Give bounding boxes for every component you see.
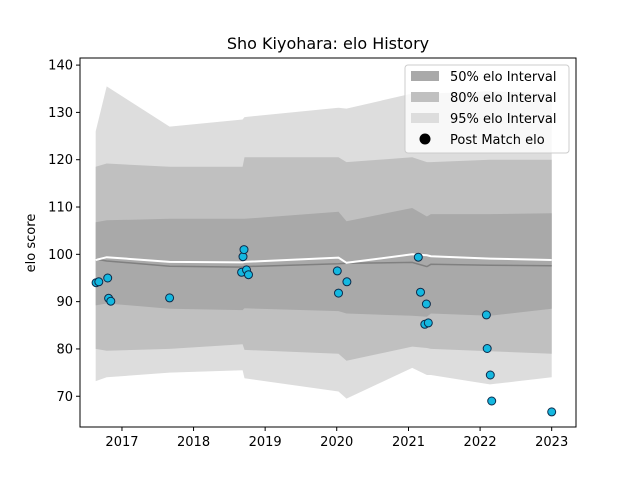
post-match-point-18 — [421, 299, 431, 309]
y-tick-label-100: 100 — [48, 248, 73, 263]
axes-frame — [79, 57, 577, 428]
post-match-point-9 — [239, 245, 249, 255]
post-match-point-2 — [94, 277, 104, 287]
y-tick-label-80: 80 — [56, 342, 73, 357]
y-tick-label-140: 140 — [48, 59, 73, 74]
x-tick-label-2023: 2023 — [535, 435, 568, 450]
x-tick-label-2019: 2019 — [249, 435, 282, 450]
post-match-point-23 — [487, 396, 497, 406]
post-match-point-24 — [547, 407, 557, 417]
post-match-point-21 — [482, 344, 492, 353]
post-match-point-12 — [332, 266, 342, 276]
y-tick-label-90: 90 — [56, 295, 73, 310]
post-match-point-22 — [485, 370, 495, 380]
y-tick-label-70: 70 — [56, 390, 73, 405]
post-match-point-16 — [416, 287, 425, 297]
post-match-point-14 — [342, 277, 352, 287]
x-tick-label-2020: 2020 — [320, 435, 353, 450]
legend-swatch-band95 — [411, 113, 439, 123]
x-tick-label-2018: 2018 — [177, 435, 210, 450]
legend-label-2: 80% elo Interval — [450, 91, 557, 106]
band-50-interval — [95, 208, 552, 317]
axes: 2017 2018 2019 2020 2021 2022 2023 70 80 90 100 110… — [48, 57, 577, 450]
mean-elo-line — [95, 258, 552, 268]
post-match-point-11 — [244, 270, 253, 280]
legend-box — [404, 64, 570, 154]
post-match-point-13 — [334, 288, 343, 298]
post-match-point-20 — [481, 310, 491, 320]
legend-swatch-marker — [419, 133, 431, 145]
legend-swatch-band80 — [411, 92, 439, 102]
post-match-point-15 — [413, 252, 423, 262]
post-match-point-3 — [103, 273, 113, 283]
x-tick-label-2022: 2022 — [464, 435, 497, 450]
legend-label-1: 50% elo Interval — [450, 70, 557, 85]
legend-swatch-band50 — [411, 71, 439, 81]
legend: 50% elo Interval 80% elo Interval 95% elo … — [404, 64, 570, 154]
median-elo-line — [95, 253, 552, 264]
y-tick-label-130: 130 — [48, 106, 73, 121]
chart-title: Sho Kiyohara: elo History — [227, 34, 429, 53]
post-match-point-19 — [423, 318, 433, 328]
plot-area — [91, 86, 557, 417]
legend-label-3: 95% elo Interval — [450, 112, 557, 127]
y-tick-label-110: 110 — [48, 201, 73, 216]
post-match-point-5 — [106, 296, 116, 306]
legend-label-4: Post Match elo — [450, 133, 545, 148]
x-tick-label-2017: 2017 — [105, 435, 138, 450]
y-tick-label-120: 120 — [48, 153, 73, 168]
y-axis-label: elo score — [24, 214, 39, 273]
post-match-point-6 — [165, 293, 175, 303]
x-tick-label-2021: 2021 — [392, 435, 425, 450]
